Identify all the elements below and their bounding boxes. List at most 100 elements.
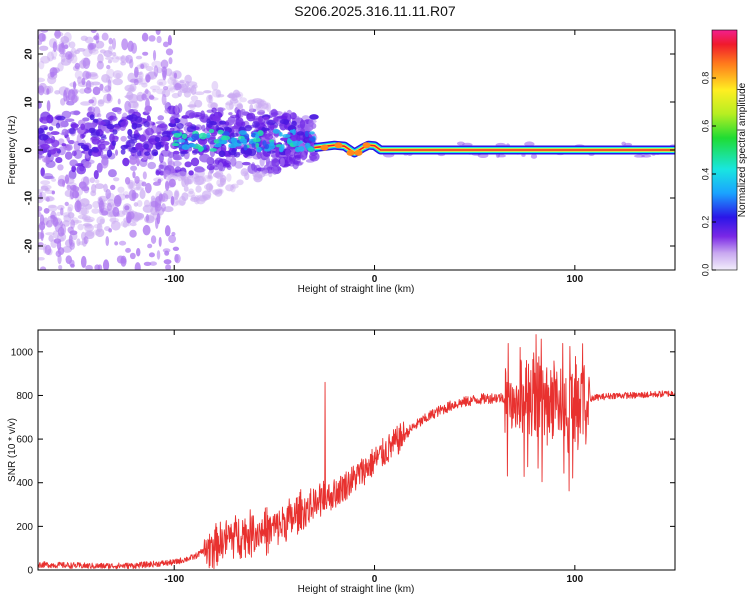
spectrogram-blob [184,161,192,168]
spectrogram-blob [93,170,99,180]
spectrogram-blob [172,154,182,161]
spectrogram-blob [129,78,138,84]
spectrogram-blob [75,190,79,199]
spectrogram-blob [233,151,241,158]
spectrogram-blob [169,127,175,132]
snr-y-tick-label: 800 [16,391,33,402]
spectrogram-blob [183,185,189,192]
spectrogram-blob [181,115,190,119]
spectrogram-blob [69,110,81,115]
spectrogram-blob [130,165,138,172]
spectrogram-blob [46,132,51,136]
spectrogram-blob [181,86,192,92]
spectrogram-blob [160,193,169,202]
snr-x-tick-label: -100 [164,574,184,585]
spectrogram-blob [154,136,161,143]
spectrogram-blob [127,128,133,136]
spectrogram-blob [266,119,276,126]
spectrogram-blob [256,104,266,113]
spectrogram-blob [77,214,88,220]
spectrogram-blob [91,183,97,194]
spectrogram-blob [61,42,65,49]
spectrogram-blob [74,62,80,70]
spectrogram-blob [113,177,120,182]
spectrogram-blob [152,50,157,61]
spectrogram-blob [96,222,103,233]
spectrogram-blob [239,110,244,118]
snr-x-label: Height of straight line (km) [298,584,415,595]
spectrogram-blob [65,255,72,265]
spectrogram-blob [90,136,101,141]
spectrogram-blob [94,183,105,190]
spectrogram-blob [275,150,280,158]
spectrogram-blob [115,72,121,79]
spectrogram-blob [111,51,117,57]
spectrogram-blob [497,154,506,158]
colorbar-tick-label: 0.6 [700,120,710,133]
spectrogram-blob [239,138,248,143]
spectrogram-y-tick-label: 10 [24,96,35,108]
spectrogram-blob [67,206,73,214]
spectrogram-blob [226,165,232,171]
spectrogram-blob [115,149,119,156]
spectrogram-blob [51,190,55,195]
spectrogram-blob [83,236,89,245]
spectrogram-blob [96,216,106,225]
spectrogram-blob [101,74,111,83]
spectrogram-blob [39,45,49,51]
spectrogram-blob [188,170,194,176]
spectrogram-blob [46,88,50,95]
spectrogram-blob [117,186,125,194]
spectrogram-blob [155,30,161,36]
spectrogram-blob [270,108,278,118]
spectrogram-blob [38,100,42,109]
spectrogram-blob [90,30,97,34]
spectrogram-blob [136,200,143,208]
spectrogram-blob [163,259,172,265]
spectrogram-blob [206,164,215,171]
spectrogram-blob [179,150,189,155]
spectrogram-blob [156,35,162,44]
spectrogram-blob [238,130,247,135]
spectrogram-blob [55,156,63,164]
spectrogram-blob [118,240,127,246]
spectrogram-blob [57,164,64,171]
spectrogram-blob [221,135,227,141]
spectrogram-blob [157,123,168,129]
spectrogram-blob [111,55,120,63]
spectrogram-blob [78,207,90,216]
spectrogram-blob [134,66,139,78]
spectrogram-blob [39,192,43,200]
spectrogram-blob [168,234,177,244]
spectrogram-blob [217,129,224,135]
spectrogram-blob [120,121,128,128]
spectrogram-blob [112,78,123,86]
spectrogram-blob [106,149,113,158]
spectrogram-blob [256,99,265,105]
spectrogram-blob [38,242,44,247]
spectrogram-blob [157,178,162,184]
spectrogram-blob [192,84,198,89]
spectrogram-blob [186,125,197,133]
spectrogram-blob [285,149,291,157]
spectrogram-blob [247,99,256,105]
spectrogram-blob [212,165,220,171]
spectrogram-blob [139,189,146,200]
spectrogram-blob [218,150,226,158]
spectrogram-blob [209,148,218,152]
spectrogram-blob [213,143,222,148]
spectrogram-blob [74,70,84,80]
spectrogram-blob [188,100,197,111]
spectrogram-blob [107,79,112,91]
spectrogram-blob [156,78,167,87]
spectrogram-blob [145,98,150,111]
spectrogram-blob [158,81,164,86]
spectrogram-blob [176,138,186,143]
spectrogram-blob [156,213,161,225]
spectrogram-blob [76,165,87,175]
spectrogram-blob [95,32,100,44]
spectrogram-blob [52,41,58,53]
snr-frame [37,329,676,571]
spectrogram-blob [129,252,136,260]
